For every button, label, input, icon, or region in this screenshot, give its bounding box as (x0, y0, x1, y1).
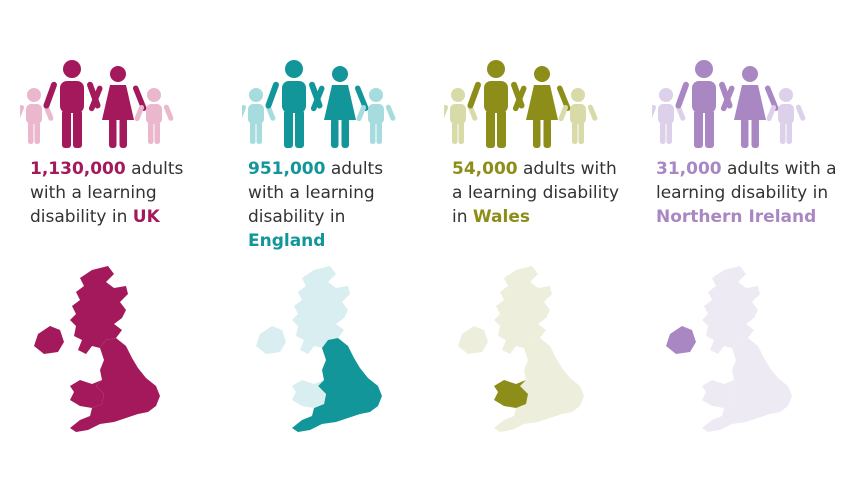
stat-place: Northern Ireland (656, 207, 817, 227)
woman-icon (720, 66, 779, 148)
map-northern-ireland (34, 326, 64, 354)
map-wales (292, 380, 326, 408)
family-icon (652, 60, 806, 148)
stat-description: adults with a learning disability in (248, 159, 384, 227)
stat-description: adults with a learning disability in (452, 159, 620, 227)
map-northern-ireland (666, 326, 696, 354)
map-scotland (494, 266, 552, 354)
child-right-icon (766, 88, 806, 144)
stat-place: England (248, 231, 326, 251)
map-wales (494, 380, 528, 408)
map-england (702, 338, 792, 432)
map-scotland (70, 266, 128, 354)
stat-text: 1,130,000 adults with a learning disabil… (30, 157, 200, 229)
child-left-icon (652, 88, 686, 144)
stat-number: 1,130,000 (30, 159, 126, 179)
uk-map (666, 266, 792, 432)
map-england (494, 338, 584, 432)
uk-map (256, 266, 382, 432)
uk-map (458, 266, 584, 432)
stat-description: adults with a learning disability in (656, 159, 837, 203)
man-icon (467, 60, 525, 148)
panel-northern-ireland: 31,000 adults with a learning disability… (632, 0, 852, 482)
map-wales (70, 380, 104, 408)
uk-map (34, 266, 160, 432)
panel-wales: 54,000 adults with a learning disability… (424, 0, 624, 482)
child-right-icon (134, 88, 174, 144)
map-wales (702, 380, 736, 408)
map-northern-ireland (256, 326, 286, 354)
woman-icon (310, 66, 369, 148)
stat-number: 54,000 (452, 159, 518, 179)
map-england (70, 338, 160, 432)
child-left-icon (20, 88, 54, 144)
panel-england: 951,000 adults with a learning disabilit… (222, 0, 422, 482)
map-northern-ireland (458, 326, 488, 354)
family-icon (20, 60, 174, 148)
map-scotland (292, 266, 350, 354)
stat-text: 31,000 adults with a learning disability… (656, 157, 848, 229)
map-england (292, 338, 382, 432)
stat-number: 951,000 (248, 159, 326, 179)
child-right-icon (558, 88, 598, 144)
stat-text: 54,000 adults with a learning disability… (452, 157, 627, 229)
family-icon (444, 60, 598, 148)
stat-place: UK (132, 207, 160, 227)
child-left-icon (444, 88, 478, 144)
woman-icon (512, 66, 571, 148)
man-icon (265, 60, 323, 148)
child-right-icon (356, 88, 396, 144)
stat-number: 31,000 (656, 159, 722, 179)
stat-description: adults with a learning disability in (30, 159, 184, 227)
panel-uk: 1,130,000 adults with a learning disabil… (0, 0, 200, 482)
stat-text: 951,000 adults with a learning disabilit… (248, 157, 398, 253)
child-left-icon (242, 88, 276, 144)
family-icon (242, 60, 396, 148)
map-scotland (702, 266, 760, 354)
woman-icon (88, 66, 147, 148)
stat-place: Wales (472, 207, 530, 227)
